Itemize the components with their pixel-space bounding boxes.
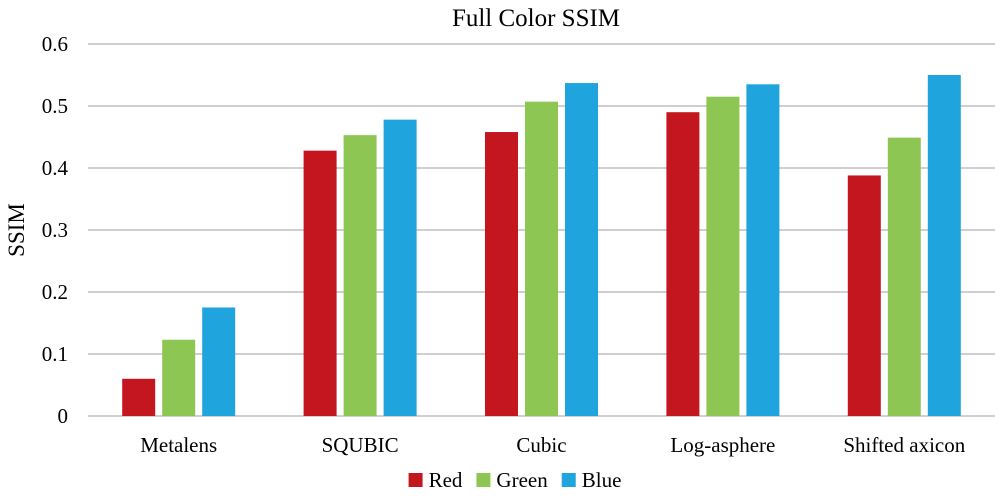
category-labels: Metalens SQUBIC Cubic Log-asphere Shifted ax… — [140, 433, 966, 457]
chart-title: Full Color SSIM — [452, 5, 620, 32]
y-tick-label: 0 — [58, 404, 69, 428]
bar-blue-cubic — [565, 83, 598, 416]
legend-swatch-red — [408, 473, 423, 487]
bar-green-metalens — [162, 339, 196, 416]
bar-green-log-asphere — [706, 96, 740, 416]
legend-label-green: Green — [496, 468, 548, 492]
bar-red-squbic — [303, 150, 337, 416]
y-tick-label: 0.5 — [42, 94, 68, 118]
category-label: Log-asphere — [670, 433, 775, 457]
bar-green-cubic — [525, 101, 558, 416]
bar-blue-metalens — [202, 307, 236, 416]
bar-red-shifted-axicon — [847, 175, 881, 416]
bar-green-shifted-axicon — [887, 137, 921, 416]
bars — [122, 75, 961, 417]
bar-blue-log-asphere — [746, 84, 780, 417]
bar-blue-squbic — [383, 119, 417, 416]
bar-red-metalens — [122, 378, 156, 416]
bar-red-cubic — [485, 132, 518, 417]
category-label: Metalens — [140, 433, 217, 457]
bar-red-log-asphere — [666, 112, 700, 416]
category-label: Shifted axicon — [843, 433, 965, 457]
bar-green-squbic — [343, 135, 377, 416]
y-tick-labels: 0 0.1 0.2 0.3 0.4 0.5 0.6 — [42, 32, 69, 428]
y-tick-label: 0.6 — [42, 32, 68, 56]
y-tick-label: 0.1 — [42, 342, 68, 366]
y-axis-label: SSIM — [4, 203, 29, 257]
y-tick-label: 0.3 — [42, 218, 68, 242]
legend-swatch-green — [476, 473, 491, 487]
category-label: SQUBIC — [322, 433, 399, 457]
y-tick-label: 0.2 — [42, 280, 68, 304]
y-tick-label: 0.4 — [42, 156, 69, 180]
legend-label-red: Red — [429, 468, 463, 492]
category-label: Cubic — [516, 433, 566, 457]
legend-label-blue: Blue — [582, 468, 622, 492]
legend: Red Green Blue — [408, 468, 622, 492]
legend-swatch-blue — [561, 473, 576, 487]
bar-blue-shifted-axicon — [927, 75, 961, 416]
